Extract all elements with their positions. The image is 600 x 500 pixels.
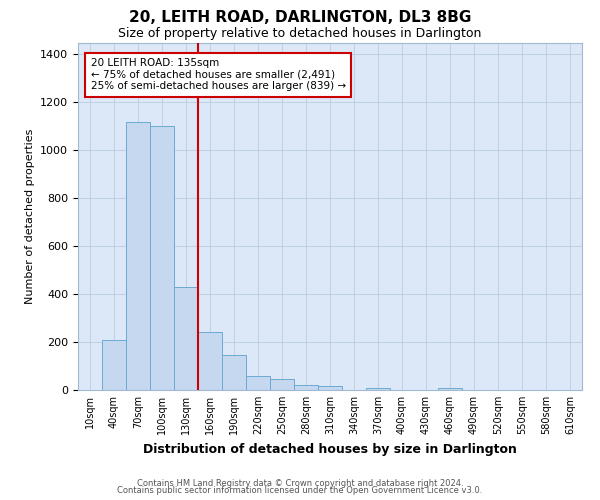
Bar	[126, 122, 150, 390]
Bar	[438, 388, 462, 390]
Bar	[366, 388, 390, 390]
Bar	[174, 287, 198, 390]
Text: Contains public sector information licensed under the Open Government Licence v3: Contains public sector information licen…	[118, 486, 482, 495]
Bar	[270, 379, 294, 390]
X-axis label: Distribution of detached houses by size in Darlington: Distribution of detached houses by size …	[143, 442, 517, 456]
Bar	[198, 332, 222, 390]
Bar	[222, 355, 246, 390]
Bar	[318, 386, 342, 390]
Text: Contains HM Land Registry data © Crown copyright and database right 2024.: Contains HM Land Registry data © Crown c…	[137, 478, 463, 488]
Text: 20 LEITH ROAD: 135sqm
← 75% of detached houses are smaller (2,491)
25% of semi-d: 20 LEITH ROAD: 135sqm ← 75% of detached …	[91, 58, 346, 92]
Text: 20, LEITH ROAD, DARLINGTON, DL3 8BG: 20, LEITH ROAD, DARLINGTON, DL3 8BG	[129, 10, 471, 25]
Y-axis label: Number of detached properties: Number of detached properties	[25, 128, 35, 304]
Bar	[102, 340, 126, 390]
Text: Size of property relative to detached houses in Darlington: Size of property relative to detached ho…	[118, 28, 482, 40]
Bar	[246, 376, 270, 390]
Bar	[294, 385, 318, 390]
Bar	[150, 126, 174, 390]
